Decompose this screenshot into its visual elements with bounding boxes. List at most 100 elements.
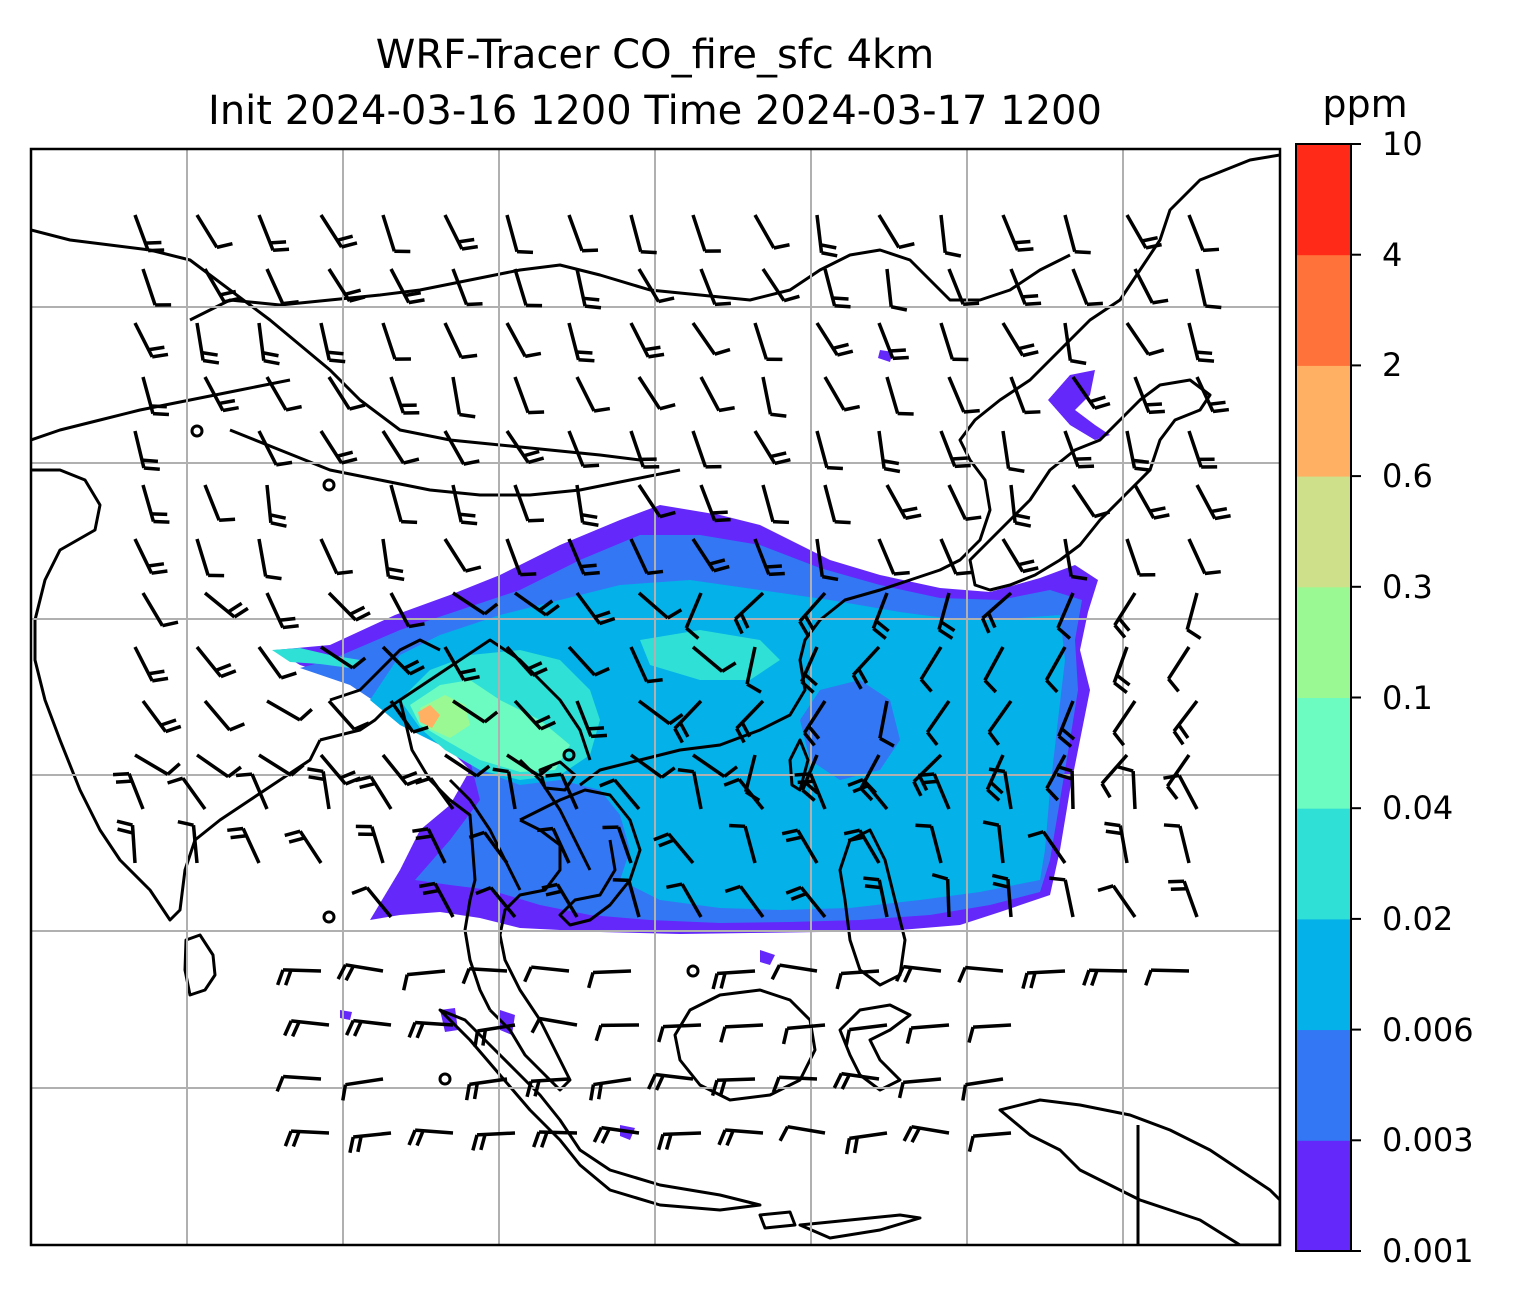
wind-barb — [771, 1075, 818, 1093]
wind-barb — [381, 645, 425, 676]
wind-barb — [794, 772, 827, 810]
wind-barb — [592, 1125, 640, 1144]
wind-barb — [265, 592, 299, 630]
wind-barb — [629, 646, 663, 684]
wind-barb — [1009, 484, 1032, 528]
wind-barb — [443, 538, 482, 573]
wind-barb — [957, 965, 1004, 983]
coastline-srilanka — [183, 933, 217, 997]
colorbar-segment-0 — [1296, 1140, 1351, 1252]
wind-barb — [575, 700, 608, 739]
co-field-level7 — [418, 705, 440, 728]
wind-barb — [602, 825, 633, 864]
wind-barb — [167, 776, 207, 811]
wind-barb — [258, 753, 305, 777]
wind-barb — [691, 645, 737, 673]
wind-barb — [575, 484, 599, 527]
wind-barb — [567, 645, 610, 677]
wind-barb — [785, 885, 827, 919]
wind-barb — [418, 881, 455, 918]
wind-barb — [1097, 884, 1137, 918]
wind-barb — [203, 699, 246, 732]
wind-barb — [939, 214, 962, 258]
colorbar-tick-label: 0.3 — [1382, 567, 1433, 606]
wind-barb — [389, 376, 420, 415]
colorbar-tick-label: 0.006 — [1382, 1010, 1474, 1049]
wind-barb — [947, 376, 980, 414]
wind-barb — [719, 1023, 764, 1043]
wind-barb — [133, 214, 165, 253]
wind-calm-circle — [686, 964, 700, 978]
wind-barb — [939, 430, 971, 469]
wind-barb — [885, 376, 914, 416]
wind-barb — [451, 268, 483, 307]
wind-barb — [1009, 376, 1041, 415]
wind-barb — [815, 322, 854, 357]
wind-barb — [1163, 773, 1199, 810]
wind-barb — [505, 214, 534, 255]
wind-barb — [327, 268, 366, 303]
wind-barb — [1071, 268, 1103, 307]
wind-barb — [407, 1128, 454, 1147]
colorbar-tick-label: 4 — [1382, 235, 1403, 274]
wind-barb — [319, 753, 361, 786]
wind-barb — [724, 884, 765, 919]
wind-barb — [203, 376, 239, 413]
wind-barb — [745, 646, 762, 694]
wind-barb — [1056, 764, 1075, 810]
wind-barb — [823, 268, 851, 309]
wind-barb — [918, 772, 951, 810]
wind-barb — [761, 376, 787, 418]
wind-barb — [513, 376, 545, 415]
wind-barb — [699, 376, 735, 413]
wind-barb — [505, 322, 542, 359]
wind-barb — [506, 753, 553, 778]
wind-barb — [967, 1023, 1012, 1044]
wind-barb — [116, 819, 137, 864]
wind-barb — [1125, 430, 1151, 472]
wind-barb — [980, 591, 1013, 634]
colorbar-tick-label: 0.04 — [1382, 789, 1454, 828]
wind-barb — [401, 969, 446, 991]
wind-barb — [265, 484, 287, 528]
wind-calm-circle — [438, 1072, 452, 1086]
wind-barb — [599, 778, 641, 811]
wind-barb — [275, 968, 322, 986]
coastline-korea-japan — [968, 378, 1212, 592]
wind-barb — [1113, 592, 1137, 639]
colorbar-tick-label: 0.02 — [1382, 899, 1454, 938]
wind-barb — [265, 376, 302, 412]
wind-barb — [1133, 484, 1170, 520]
wind-barb — [961, 1077, 1004, 1101]
wind-barb — [835, 969, 880, 990]
colorbar-segment-2 — [1296, 918, 1351, 1031]
border-himalaya — [31, 228, 641, 462]
wind-barb — [691, 430, 722, 469]
wind-barb — [567, 322, 595, 363]
border-india-east — [329, 638, 441, 702]
wind-barb — [443, 214, 479, 251]
wind-barb — [1001, 214, 1034, 252]
wind-calm-circle — [562, 748, 576, 762]
colorbar-segment-5 — [1296, 586, 1351, 698]
wind-barb — [412, 827, 447, 864]
wind-barb — [885, 268, 908, 312]
wind-barb — [525, 1077, 570, 1098]
wind-barb — [257, 645, 297, 680]
wind-barb — [653, 832, 695, 865]
wind-barb — [983, 646, 1005, 694]
wind-barb — [847, 777, 889, 811]
wind-barb — [1001, 430, 1025, 473]
wind-barb — [381, 214, 411, 254]
wind-barb — [567, 430, 600, 469]
wind-barb — [235, 772, 269, 810]
wind-calm-circle — [322, 910, 336, 924]
wind-barb — [327, 376, 366, 411]
wind-barb — [947, 484, 982, 522]
coastline-india — [31, 468, 322, 922]
wind-barb — [141, 484, 170, 524]
wind-barb — [203, 484, 236, 523]
wind-barb — [414, 776, 455, 811]
wind-barb — [1187, 322, 1215, 363]
wind-barb — [1056, 592, 1075, 640]
